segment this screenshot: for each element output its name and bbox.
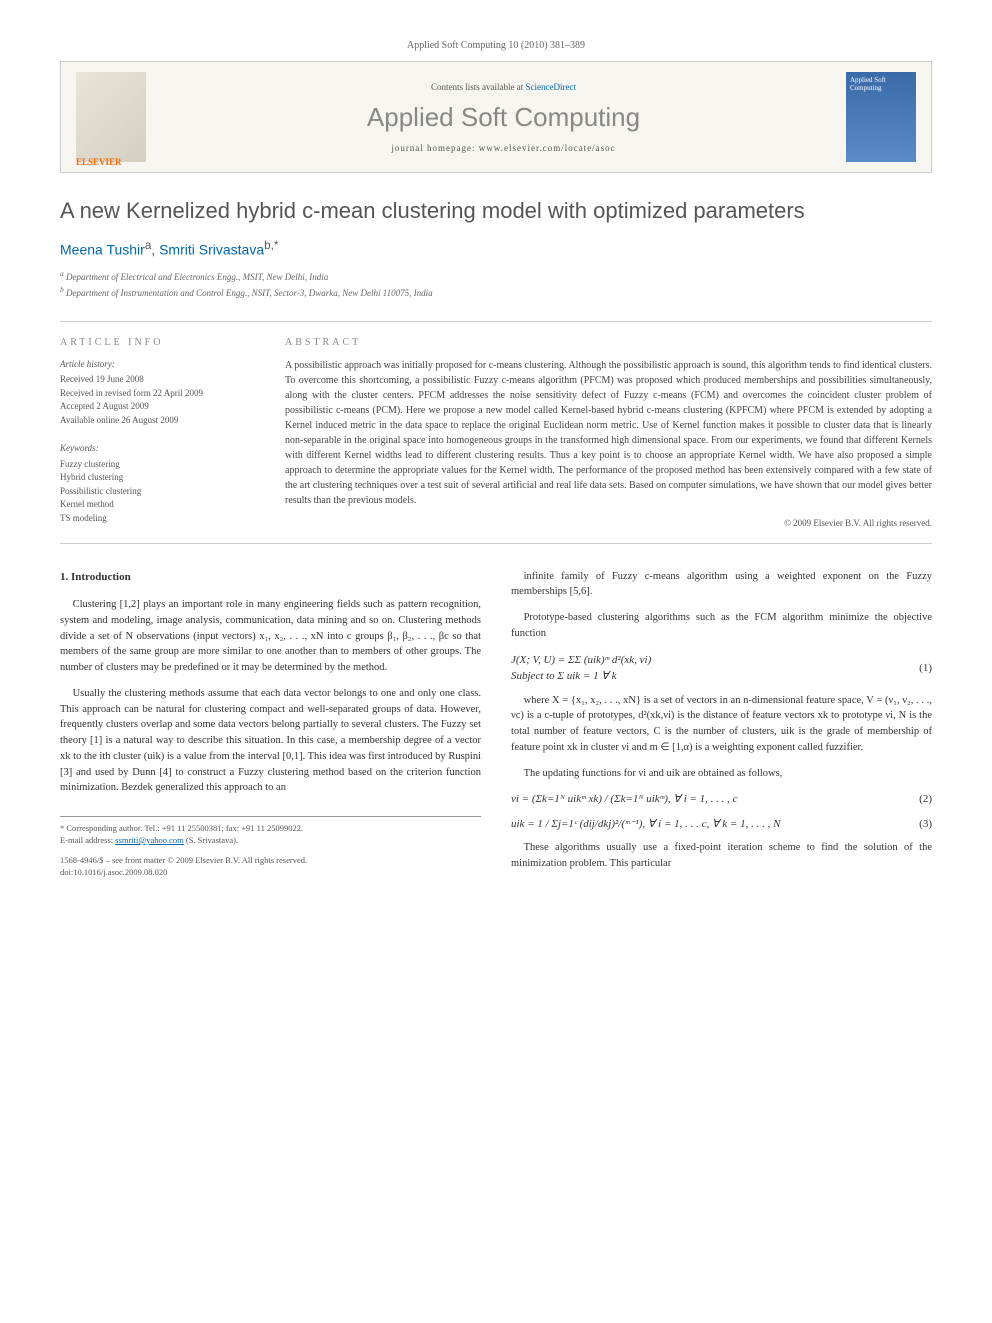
keyword-3: Possibilistic clustering <box>60 485 260 499</box>
eq3-number: (3) <box>919 816 932 833</box>
abstract-col: ABSTRACT A possibilistic approach was in… <box>285 337 932 528</box>
history-label: Article history: <box>60 358 260 372</box>
email-label: E-mail address: <box>60 835 115 845</box>
eq2-number: (2) <box>919 791 932 808</box>
homepage-url: www.elsevier.com/locate/asoc <box>479 143 616 153</box>
authors-line: Meena Tushira, Smriti Srivastavab,* <box>60 239 932 258</box>
page-root: Applied Soft Computing 10 (2010) 381–389… <box>0 0 992 922</box>
article-info-col: ARTICLE INFO Article history: Received 1… <box>60 337 260 528</box>
keywords-block: Keywords: Fuzzy clustering Hybrid cluste… <box>60 442 260 525</box>
equation-1: J(X; V, U) = ΣΣ (uik)ᵐ d²(xk, νi) Subjec… <box>511 652 932 685</box>
affiliation-a: a Department of Electrical and Electroni… <box>60 268 932 285</box>
keywords-label: Keywords: <box>60 442 260 456</box>
corresponding-author: * Corresponding author. Tel.: +91 11 255… <box>60 823 481 835</box>
elsevier-tree-logo <box>76 72 146 162</box>
affiliations: a Department of Electrical and Electroni… <box>60 268 932 301</box>
front-matter-line: 1568-4946/$ – see front matter © 2009 El… <box>60 855 481 867</box>
history-accepted: Accepted 2 August 2009 <box>60 400 260 414</box>
equation-3: uik = 1 / Σj=1ᶜ (dij/dkj)²/(ᵐ⁻¹), ∀ i = … <box>511 816 932 833</box>
journal-banner: ELSEVIER Contents lists available at Sci… <box>60 61 932 173</box>
intro-p6: The updating functions for νi and uik ar… <box>511 766 932 782</box>
keyword-5: TS modeling <box>60 512 260 526</box>
running-header: Applied Soft Computing 10 (2010) 381–389 <box>60 40 932 51</box>
intro-p3: infinite family of Fuzzy c-means algorit… <box>511 569 932 601</box>
contents-prefix: Contents lists available at <box>431 82 525 92</box>
elsevier-wordmark: ELSEVIER <box>76 157 122 167</box>
affiliation-b: b Department of Instrumentation and Cont… <box>60 284 932 301</box>
eq1-content: J(X; V, U) = ΣΣ (uik)ᵐ d²(xk, νi) Subjec… <box>511 652 909 685</box>
intro-p1: Clustering [1,2] plays an important role… <box>60 597 481 676</box>
body-columns: 1. Introduction Clustering [1,2] plays a… <box>60 569 932 882</box>
article-info-heading: ARTICLE INFO <box>60 337 260 348</box>
section-1-heading: 1. Introduction <box>60 569 481 586</box>
info-abstract-row: ARTICLE INFO Article history: Received 1… <box>60 321 932 544</box>
intro-p4: Prototype-based clustering algorithms su… <box>511 610 932 642</box>
email-link[interactable]: ssmriti@yahoo.com <box>115 835 184 845</box>
abstract-text: A possibilistic approach was initially p… <box>285 358 932 508</box>
article-title: A new Kernelized hybrid c-mean clusterin… <box>60 198 932 224</box>
abstract-heading: ABSTRACT <box>285 337 932 348</box>
homepage-prefix: journal homepage: <box>391 143 478 153</box>
author-2-affil-sup: b,* <box>264 239 278 252</box>
author-1-affil-sup: a <box>145 239 151 252</box>
history-received: Received 19 June 2008 <box>60 373 260 387</box>
sciencedirect-link[interactable]: ScienceDirect <box>526 82 576 92</box>
journal-name: Applied Soft Computing <box>161 102 846 133</box>
footnotes: * Corresponding author. Tel.: +91 11 255… <box>60 816 481 847</box>
intro-p5: where X = {x₁, x₂, . . ., xN} is a set o… <box>511 693 932 756</box>
keyword-4: Kernel method <box>60 498 260 512</box>
journal-homepage: journal homepage: www.elsevier.com/locat… <box>161 143 846 153</box>
contents-available: Contents lists available at ScienceDirec… <box>161 82 846 92</box>
left-column: 1. Introduction Clustering [1,2] plays a… <box>60 569 481 882</box>
eq1-line2: Subject to Σ uik = 1 ∀ k <box>511 668 909 685</box>
abstract-copyright: © 2009 Elsevier B.V. All rights reserved… <box>285 518 932 528</box>
article-history: Article history: Received 19 June 2008 R… <box>60 358 260 428</box>
right-column: infinite family of Fuzzy c-means algorit… <box>511 569 932 882</box>
banner-center: Contents lists available at ScienceDirec… <box>161 82 846 153</box>
history-online: Available online 26 August 2009 <box>60 414 260 428</box>
intro-p2: Usually the clustering methods assume th… <box>60 686 481 796</box>
equation-2: νi = (Σk=1ᴺ uikᵐ xk) / (Σk=1ᴺ uikᵐ), ∀ i… <box>511 791 932 808</box>
keyword-2: Hybrid clustering <box>60 471 260 485</box>
author-1[interactable]: Meena Tushir <box>60 242 145 258</box>
intro-p7: These algorithms usually use a fixed-poi… <box>511 840 932 872</box>
history-revised: Received in revised form 22 April 2009 <box>60 387 260 401</box>
eq1-line1: J(X; V, U) = ΣΣ (uik)ᵐ d²(xk, νi) <box>511 652 909 669</box>
email-author-name: (S. Srivastava). <box>184 835 238 845</box>
eq3-content: uik = 1 / Σj=1ᶜ (dij/dkj)²/(ᵐ⁻¹), ∀ i = … <box>511 816 909 833</box>
doi-line: doi:10.1016/j.asoc.2009.08.020 <box>60 867 481 879</box>
journal-cover-thumb: Applied Soft Computing <box>846 72 916 162</box>
email-line: E-mail address: ssmriti@yahoo.com (S. Sr… <box>60 835 481 847</box>
eq2-content: νi = (Σk=1ᴺ uikᵐ xk) / (Σk=1ᴺ uikᵐ), ∀ i… <box>511 791 909 808</box>
eq1-number: (1) <box>919 660 932 677</box>
author-2[interactable]: Smriti Srivastava <box>159 242 264 258</box>
doi-block: 1568-4946/$ – see front matter © 2009 El… <box>60 855 481 879</box>
keyword-1: Fuzzy clustering <box>60 458 260 472</box>
